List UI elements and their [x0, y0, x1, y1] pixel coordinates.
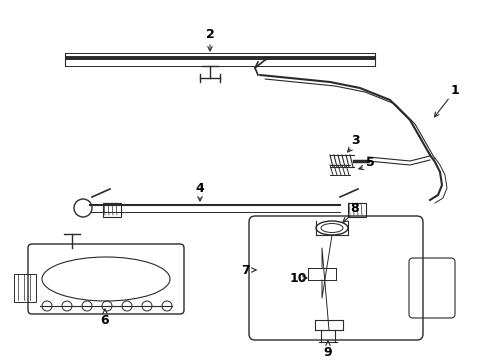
Bar	[347, 203, 365, 217]
Text: 6: 6	[101, 314, 109, 327]
Text: 2: 2	[205, 28, 214, 41]
Text: 7: 7	[240, 264, 249, 276]
Bar	[103, 203, 121, 217]
Text: 1: 1	[450, 84, 458, 96]
Text: 9: 9	[323, 346, 332, 359]
Text: 4: 4	[195, 181, 204, 194]
Text: 3: 3	[350, 134, 359, 147]
Bar	[14, 274, 36, 302]
Text: 5: 5	[365, 157, 374, 170]
Text: 10: 10	[289, 271, 306, 284]
Text: 8: 8	[350, 202, 359, 215]
